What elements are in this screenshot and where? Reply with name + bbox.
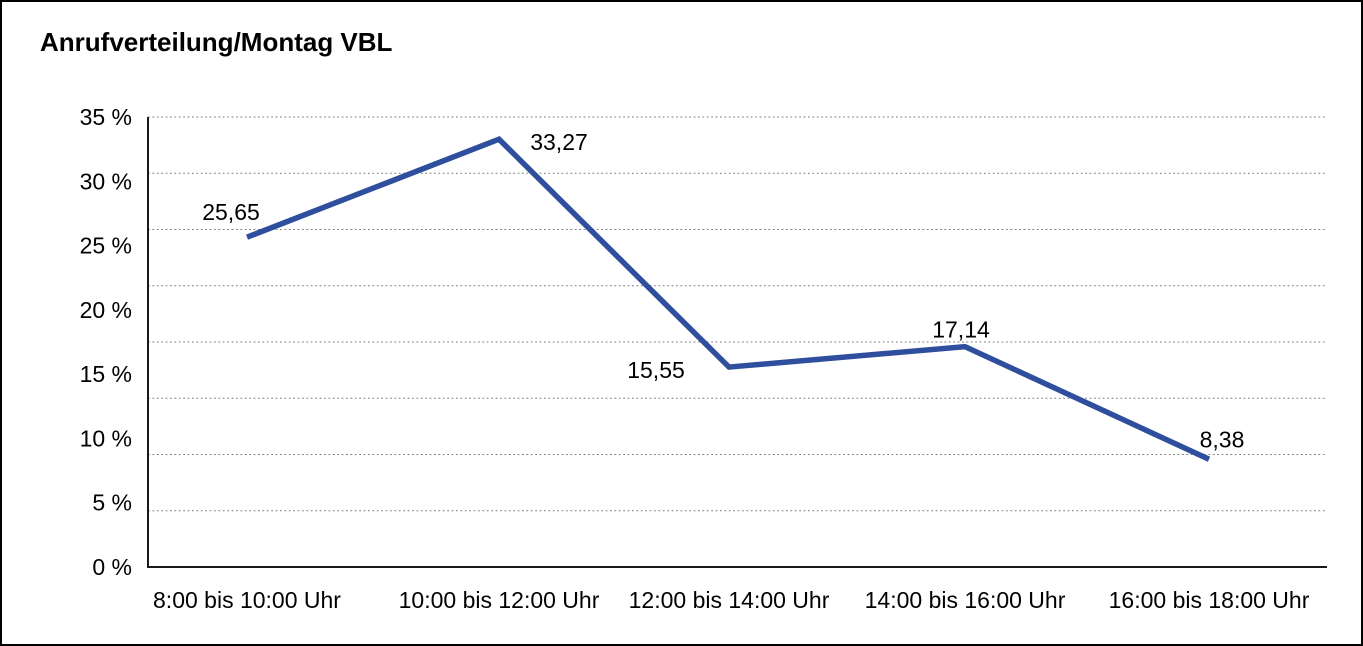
y-axis-tick-label: 15 % bbox=[80, 361, 132, 387]
data-line bbox=[246, 136, 1211, 462]
y-axis-tick-label: 5 % bbox=[92, 490, 132, 516]
x-axis-category-label: 8:00 bis 10:00 Uhr bbox=[153, 587, 341, 613]
y-axis-tick-label: 20 % bbox=[80, 297, 132, 323]
x-axis-category-label: 16:00 bis 18:00 Uhr bbox=[1109, 587, 1310, 613]
x-axis-category-label: 10:00 bis 12:00 Uhr bbox=[399, 587, 600, 613]
y-axis-tick-label: 10 % bbox=[80, 425, 132, 451]
data-point-label: 15,55 bbox=[627, 357, 685, 383]
y-axis-tick-label: 0 % bbox=[92, 554, 132, 580]
y-axis-tick-label: 30 % bbox=[80, 168, 132, 194]
x-axis-category-label: 12:00 bis 14:00 Uhr bbox=[629, 587, 830, 613]
data-point-label: 33,27 bbox=[530, 129, 588, 155]
chart-title: Anrufverteilung/Montag VBL bbox=[40, 27, 393, 57]
y-axis-tick-label: 35 % bbox=[80, 104, 132, 130]
data-point-label: 25,65 bbox=[202, 199, 260, 225]
y-axis-tick-label: 25 % bbox=[80, 233, 132, 259]
x-axis-category-label: 14:00 bis 16:00 Uhr bbox=[865, 587, 1066, 613]
data-point-label: 17,14 bbox=[932, 317, 990, 343]
data-point-label: 8,38 bbox=[1200, 426, 1245, 452]
